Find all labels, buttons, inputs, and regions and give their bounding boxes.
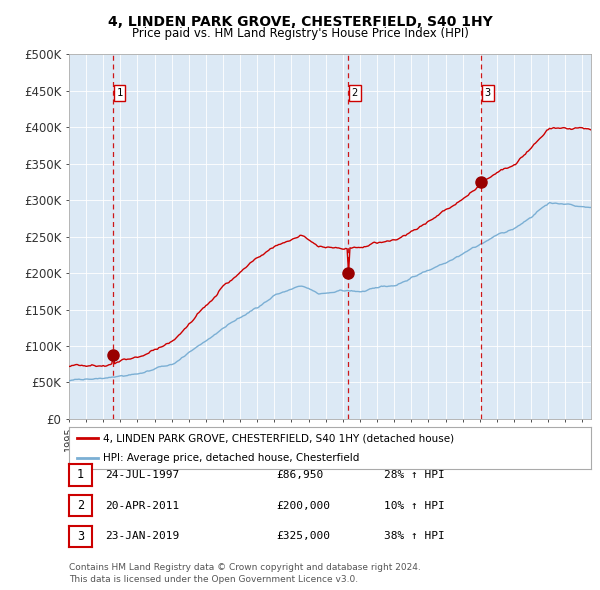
Text: Contains HM Land Registry data © Crown copyright and database right 2024.: Contains HM Land Registry data © Crown c… [69,563,421,572]
Text: Price paid vs. HM Land Registry's House Price Index (HPI): Price paid vs. HM Land Registry's House … [131,27,469,40]
Text: HPI: Average price, detached house, Chesterfield: HPI: Average price, detached house, Ches… [103,454,359,463]
Text: 20-APR-2011: 20-APR-2011 [105,501,179,510]
Text: 3: 3 [77,530,84,543]
Text: 1: 1 [77,468,84,481]
Text: 3: 3 [485,88,491,98]
Text: 38% ↑ HPI: 38% ↑ HPI [384,532,445,541]
Text: 23-JAN-2019: 23-JAN-2019 [105,532,179,541]
Text: 10% ↑ HPI: 10% ↑ HPI [384,501,445,510]
Text: £200,000: £200,000 [276,501,330,510]
Text: 1: 1 [116,88,123,98]
Text: 4, LINDEN PARK GROVE, CHESTERFIELD, S40 1HY (detached house): 4, LINDEN PARK GROVE, CHESTERFIELD, S40 … [103,434,454,444]
Text: 24-JUL-1997: 24-JUL-1997 [105,470,179,480]
Text: 2: 2 [77,499,84,512]
Text: 2: 2 [352,88,358,98]
Text: 4, LINDEN PARK GROVE, CHESTERFIELD, S40 1HY: 4, LINDEN PARK GROVE, CHESTERFIELD, S40 … [107,15,493,29]
Text: This data is licensed under the Open Government Licence v3.0.: This data is licensed under the Open Gov… [69,575,358,584]
Text: 28% ↑ HPI: 28% ↑ HPI [384,470,445,480]
Text: £325,000: £325,000 [276,532,330,541]
Text: £86,950: £86,950 [276,470,323,480]
